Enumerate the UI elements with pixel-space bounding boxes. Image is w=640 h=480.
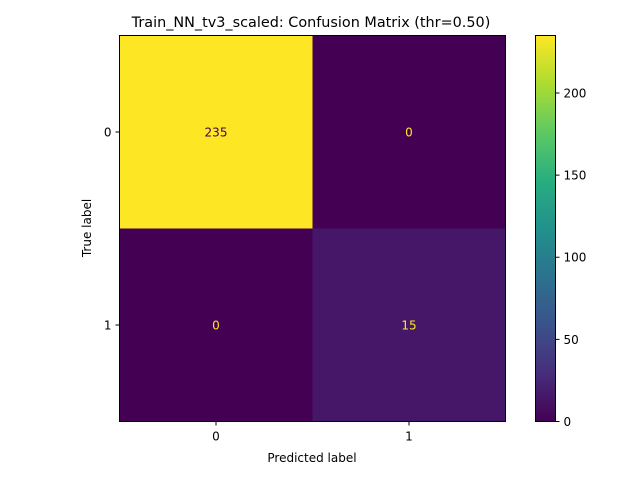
colorbar-tick-label: 0 (564, 415, 572, 429)
x-tick-label: 0 (212, 430, 220, 444)
colorbar-tick-label: 150 (564, 169, 587, 183)
heatmap-cell (312, 35, 506, 229)
heatmap-cells (119, 35, 506, 422)
cell-value-label: 0 (212, 319, 220, 333)
y-tick-label: 0 (104, 126, 112, 140)
x-axis-label: Predicted label (267, 451, 356, 465)
colorbar-tick-label: 50 (564, 333, 579, 347)
y-axis-label: True label (80, 199, 94, 258)
cell-value-label: 0 (405, 126, 413, 140)
heatmap-cell (119, 35, 313, 229)
chart-title: Train_NN_tv3_scaled: Confusion Matrix (t… (131, 15, 491, 31)
heatmap-cell (312, 228, 506, 422)
y-tick-label: 1 (104, 319, 112, 333)
y-axis-ticks: 01 (104, 126, 120, 333)
cell-value-labels: 235 0 0 15 (205, 126, 417, 333)
cell-value-label: 235 (205, 126, 228, 140)
colorbar (535, 35, 556, 422)
cell-value-label: 15 (401, 319, 416, 333)
plot-frame (119, 35, 506, 422)
colorbar-tick-label: 200 (564, 86, 587, 100)
x-tick-label: 1 (405, 430, 413, 444)
heatmap-cell (119, 228, 313, 422)
colorbar-ticks: 0 50 100 150 200 (555, 86, 587, 429)
colorbar-tick-label: 100 (564, 251, 587, 265)
